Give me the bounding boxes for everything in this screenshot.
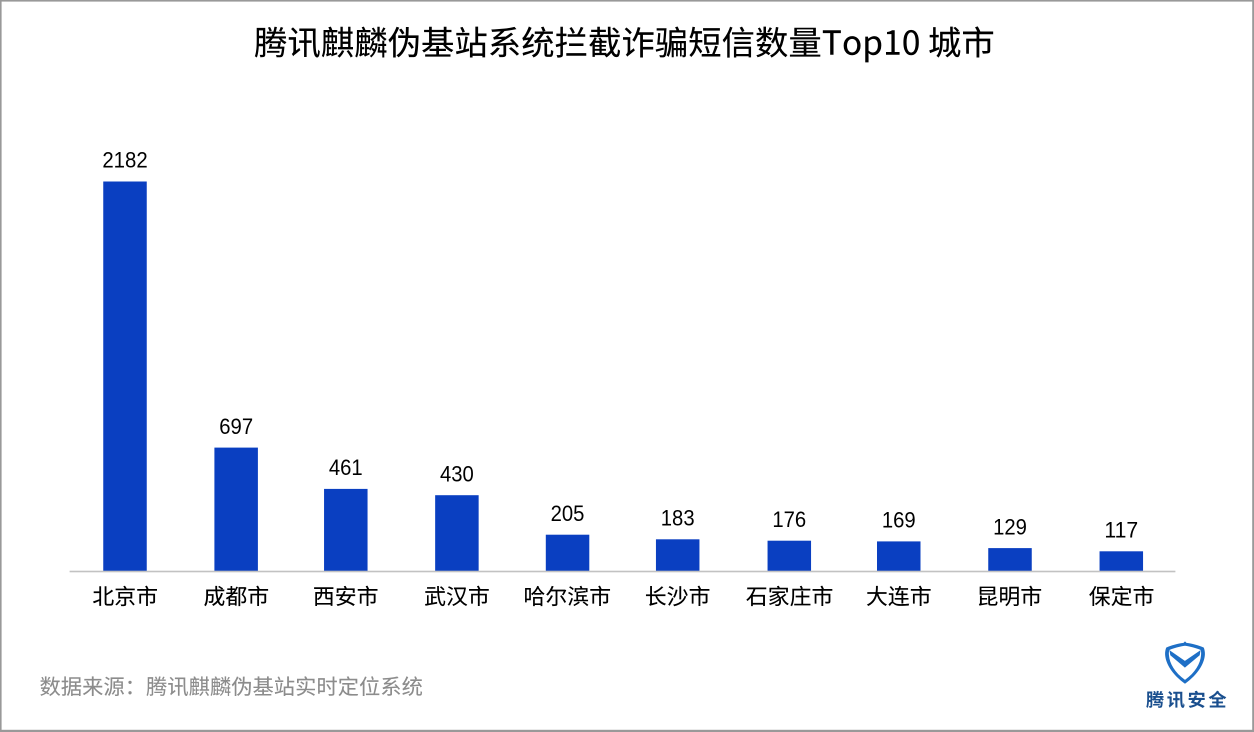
svg-text:129: 129 <box>993 514 1027 539</box>
svg-text:461: 461 <box>329 455 363 480</box>
svg-text:205: 205 <box>551 501 585 526</box>
svg-text:183: 183 <box>661 506 695 531</box>
svg-text:169: 169 <box>882 508 916 533</box>
svg-text:430: 430 <box>440 461 474 486</box>
svg-text:2182: 2182 <box>102 148 147 173</box>
svg-text:697: 697 <box>219 414 253 439</box>
svg-text:176: 176 <box>772 507 806 532</box>
svg-text:117: 117 <box>1104 518 1138 543</box>
